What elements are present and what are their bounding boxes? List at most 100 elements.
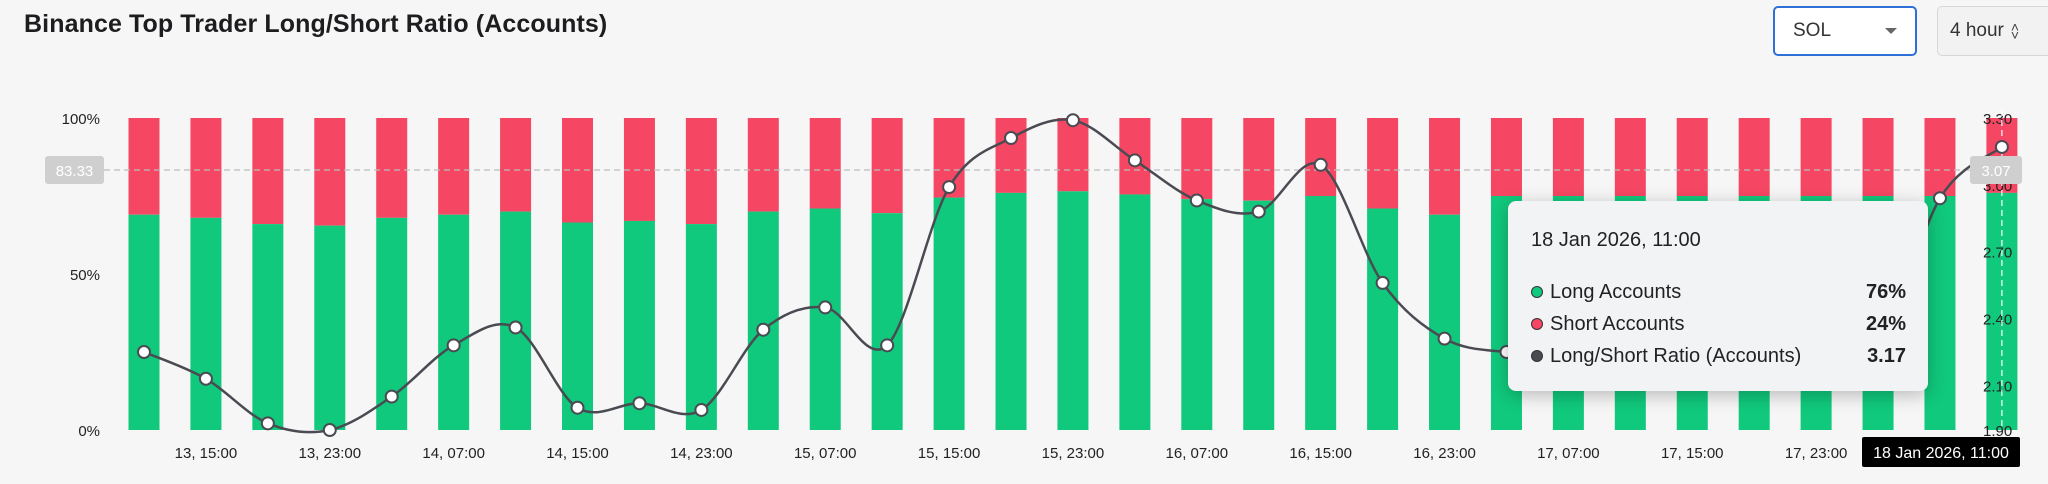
x-tick-label: 16, 23:00 — [1413, 445, 1476, 462]
short-bar — [685, 118, 717, 225]
long-bar — [933, 197, 965, 430]
long-bar — [252, 224, 284, 430]
tooltip-value: 24% — [1865, 312, 1906, 335]
x-tick-label: 17, 15:00 — [1661, 445, 1724, 462]
short-bar — [190, 118, 222, 218]
short-bar — [1429, 118, 1461, 215]
x-tick-label: 17, 07:00 — [1537, 445, 1600, 462]
ratio-point — [260, 416, 275, 431]
x-tick-label: 14, 15:00 — [546, 445, 609, 462]
ratio-point — [1994, 139, 2009, 154]
ratio-point — [1127, 153, 1142, 168]
ratio-dot-icon — [1531, 350, 1543, 362]
y-left-tick-label: 50% — [70, 267, 100, 284]
asset-select[interactable]: SOL — [1773, 6, 1917, 56]
y-right-tick-label: 2.40 — [1983, 312, 2012, 329]
ratio-point — [446, 338, 461, 353]
x-tick-label: 14, 23:00 — [670, 445, 733, 462]
long-bar — [562, 222, 594, 430]
ratio-point — [818, 300, 833, 315]
crosshair-x-label: 18 Jan 2026, 11:00 — [1873, 445, 2009, 462]
x-tick-label: 15, 07:00 — [794, 445, 857, 462]
ratio-point — [756, 322, 771, 337]
long-bar — [1367, 208, 1399, 430]
long-bar — [1243, 200, 1275, 430]
short-bar — [252, 118, 284, 225]
short-bar — [1490, 118, 1522, 196]
short-bar — [747, 118, 779, 212]
long-bar — [1429, 214, 1461, 430]
x-tick-label: 14, 07:00 — [422, 445, 485, 462]
ratio-point — [322, 423, 337, 437]
long-bar — [1924, 196, 1956, 430]
ratio-point — [694, 402, 709, 417]
tooltip-label: Long/Short Ratio (Accounts) — [1550, 344, 1802, 367]
short-bar — [1552, 118, 1584, 196]
up-down-chevron-icon: ˄ ˅ — [2010, 19, 2020, 43]
tooltip-row-ratio: Long/Short Ratio (Accounts) 3.17 — [1531, 340, 1906, 372]
crosshair-left-badge — [45, 156, 104, 185]
y-left-tick-label: 0% — [78, 423, 100, 440]
ratio-point — [508, 320, 523, 335]
y-right-tick-label: 1.90 — [1983, 423, 2012, 440]
short-bar — [1862, 118, 1894, 196]
long-bar — [128, 214, 160, 430]
short-dot-icon — [1531, 318, 1543, 330]
short-bar — [1367, 118, 1399, 209]
long-bar — [623, 220, 655, 430]
long-bar — [190, 217, 222, 430]
short-bar — [438, 118, 470, 215]
y-right-tick-label: 2.10 — [1983, 378, 2012, 395]
short-bar — [1305, 118, 1337, 196]
short-bar — [1243, 118, 1275, 201]
y-right-tick-label: 3.30 — [1983, 111, 2012, 128]
long-bar — [871, 213, 903, 430]
short-bar — [314, 118, 346, 226]
x-tick-label: 13, 15:00 — [175, 445, 238, 462]
crosshair-x-badge — [1862, 437, 2020, 467]
y-right-tick-label: 2.70 — [1983, 245, 2012, 262]
crosshair-right-badge — [1970, 156, 2022, 185]
ratio-point — [880, 338, 895, 353]
long-bar — [1057, 191, 1089, 430]
x-tick-label: 16, 07:00 — [1166, 445, 1229, 462]
short-bar — [1800, 118, 1832, 196]
short-bar — [809, 118, 841, 209]
long-bar — [1181, 199, 1213, 430]
tooltip-date: 18 Jan 2026, 11:00 — [1531, 229, 1701, 251]
interval-select[interactable]: 4 hour ˄ ˅ — [1937, 6, 2048, 56]
short-bar — [1676, 118, 1708, 196]
tooltip-value: 3.17 — [1867, 344, 1906, 367]
ratio-point — [570, 400, 585, 415]
x-tick-label: 16, 15:00 — [1289, 445, 1352, 462]
long-bar — [685, 224, 717, 430]
interval-select-value: 4 hour — [1950, 20, 2004, 41]
ratio-point — [1004, 131, 1019, 146]
ratio-point — [1932, 191, 1947, 206]
ratio-point — [1313, 157, 1328, 172]
long-dot-icon — [1531, 286, 1543, 298]
short-bar — [128, 118, 160, 215]
ratio-point — [198, 371, 213, 386]
ratio-point — [1375, 275, 1390, 290]
ratio-point — [942, 180, 957, 195]
crosshair-right-value: 3.07 — [1981, 163, 2010, 180]
tooltip-row-short: Short Accounts 24% — [1531, 308, 1906, 340]
crosshair-left-value: 83.33 — [56, 163, 94, 180]
chevron-down-icon — [1885, 28, 1897, 34]
tooltip-label: Long Accounts — [1550, 280, 1682, 303]
tooltip-value: 76% — [1865, 280, 1906, 303]
long-bar — [438, 214, 470, 430]
long-bar — [314, 225, 346, 430]
tooltip-row-long: Long Accounts 76% — [1531, 276, 1906, 308]
ratio-point — [1065, 113, 1080, 128]
y-left-tick-label: 100% — [62, 111, 100, 128]
ratio-point — [1437, 331, 1452, 346]
ratio-point — [137, 345, 151, 359]
ratio-point — [632, 396, 647, 411]
x-tick-label: 15, 23:00 — [1042, 445, 1105, 462]
x-tick-label: 13, 23:00 — [299, 445, 362, 462]
short-bar — [1057, 118, 1089, 192]
x-tick-label: 15, 15:00 — [918, 445, 981, 462]
